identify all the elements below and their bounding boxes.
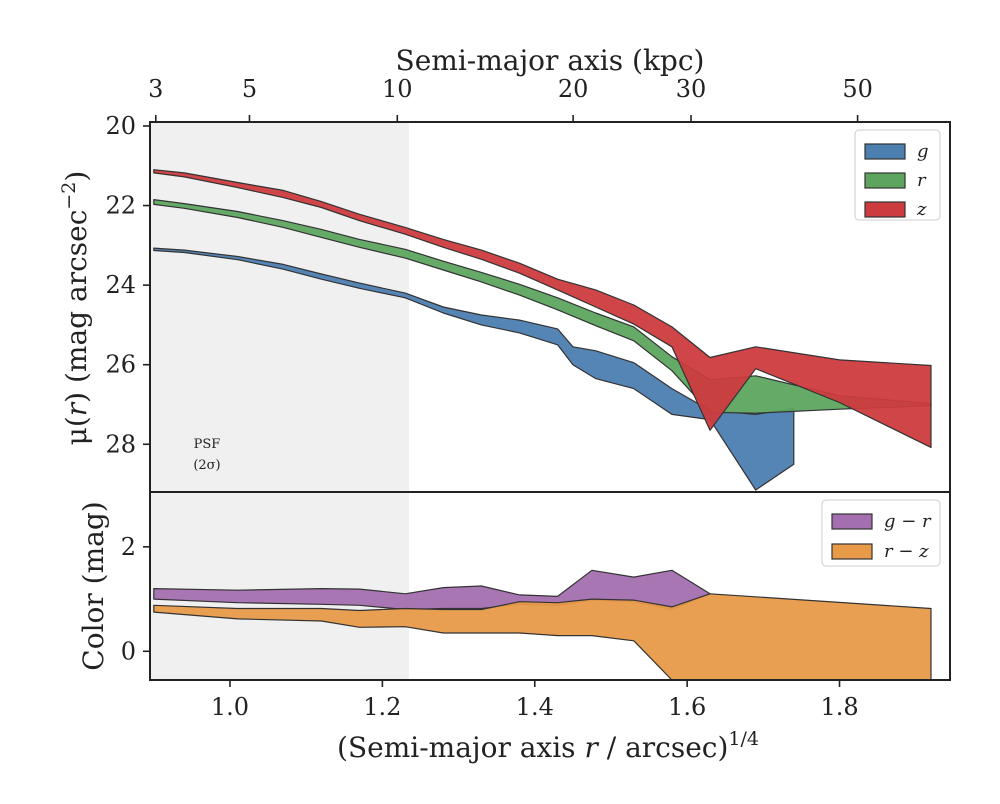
bottom-y-tick-label: 0 [121,637,136,665]
x-tick-label: 1.8 [820,693,858,721]
top-x-tick-label: 20 [558,75,589,103]
psf-label-line2: (2σ) [193,458,220,473]
psf-region-top [150,122,410,492]
top-axis-label: Semi-major axis (kpc) [396,44,705,77]
legend-top: grz [854,129,941,221]
x-tick-label: 1.4 [516,693,554,721]
bottom-y-axis-label: Color (mag) [77,501,110,670]
psf-region-bottom [150,492,410,680]
color-series [153,569,932,680]
x-tick-label: 1.6 [668,693,706,721]
top-x-tick-label: 5 [242,75,257,103]
band-g [153,247,795,491]
top-x-tick-label: 10 [382,75,413,103]
bottom-y-tick-label: 2 [121,533,136,561]
x-tick-label: 1.0 [211,693,249,721]
top-x-tick-label: 50 [842,75,873,103]
psf-label-line1: PSF [194,437,221,452]
legend-swatch [864,201,906,218]
legend-swatch [831,543,873,560]
surface-brightness-series [153,169,932,491]
band-z [153,169,932,448]
top-y-tick-label: 28 [105,430,136,458]
band-r−z [153,593,932,680]
legend-label: z [916,199,927,220]
x-tick-label: 1.2 [363,693,401,721]
legend-swatch [864,172,906,189]
top-y-tick-label: 26 [105,351,136,379]
top-x-tick-label: 30 [676,75,707,103]
legend-label: r [917,170,927,191]
axis-ticks: 1.0 1.2 1.4 1.6 1.8 20 22 24 26 28 0 2 3 5 10 20 30 50 [105,75,872,721]
bottom-panel-frame [149,491,951,681]
legend-label: g − r [884,511,932,532]
top-y-tick-label: 22 [105,192,136,220]
legend-bottom: g − r r − z [821,499,941,567]
legend-swatch [864,143,906,160]
x-axis-label: (Semi-major axis r / arcsec)1/4 [337,728,759,764]
top-x-tick-label: 3 [148,75,163,103]
legend-label: r − z [884,541,929,562]
legend-swatch [831,513,873,530]
top-y-axis-label: μ(r) (mag arcsec−2) [58,171,93,446]
legend-label: g [917,141,929,162]
top-y-tick-label: 20 [105,112,136,140]
top-y-tick-label: 24 [105,271,136,299]
